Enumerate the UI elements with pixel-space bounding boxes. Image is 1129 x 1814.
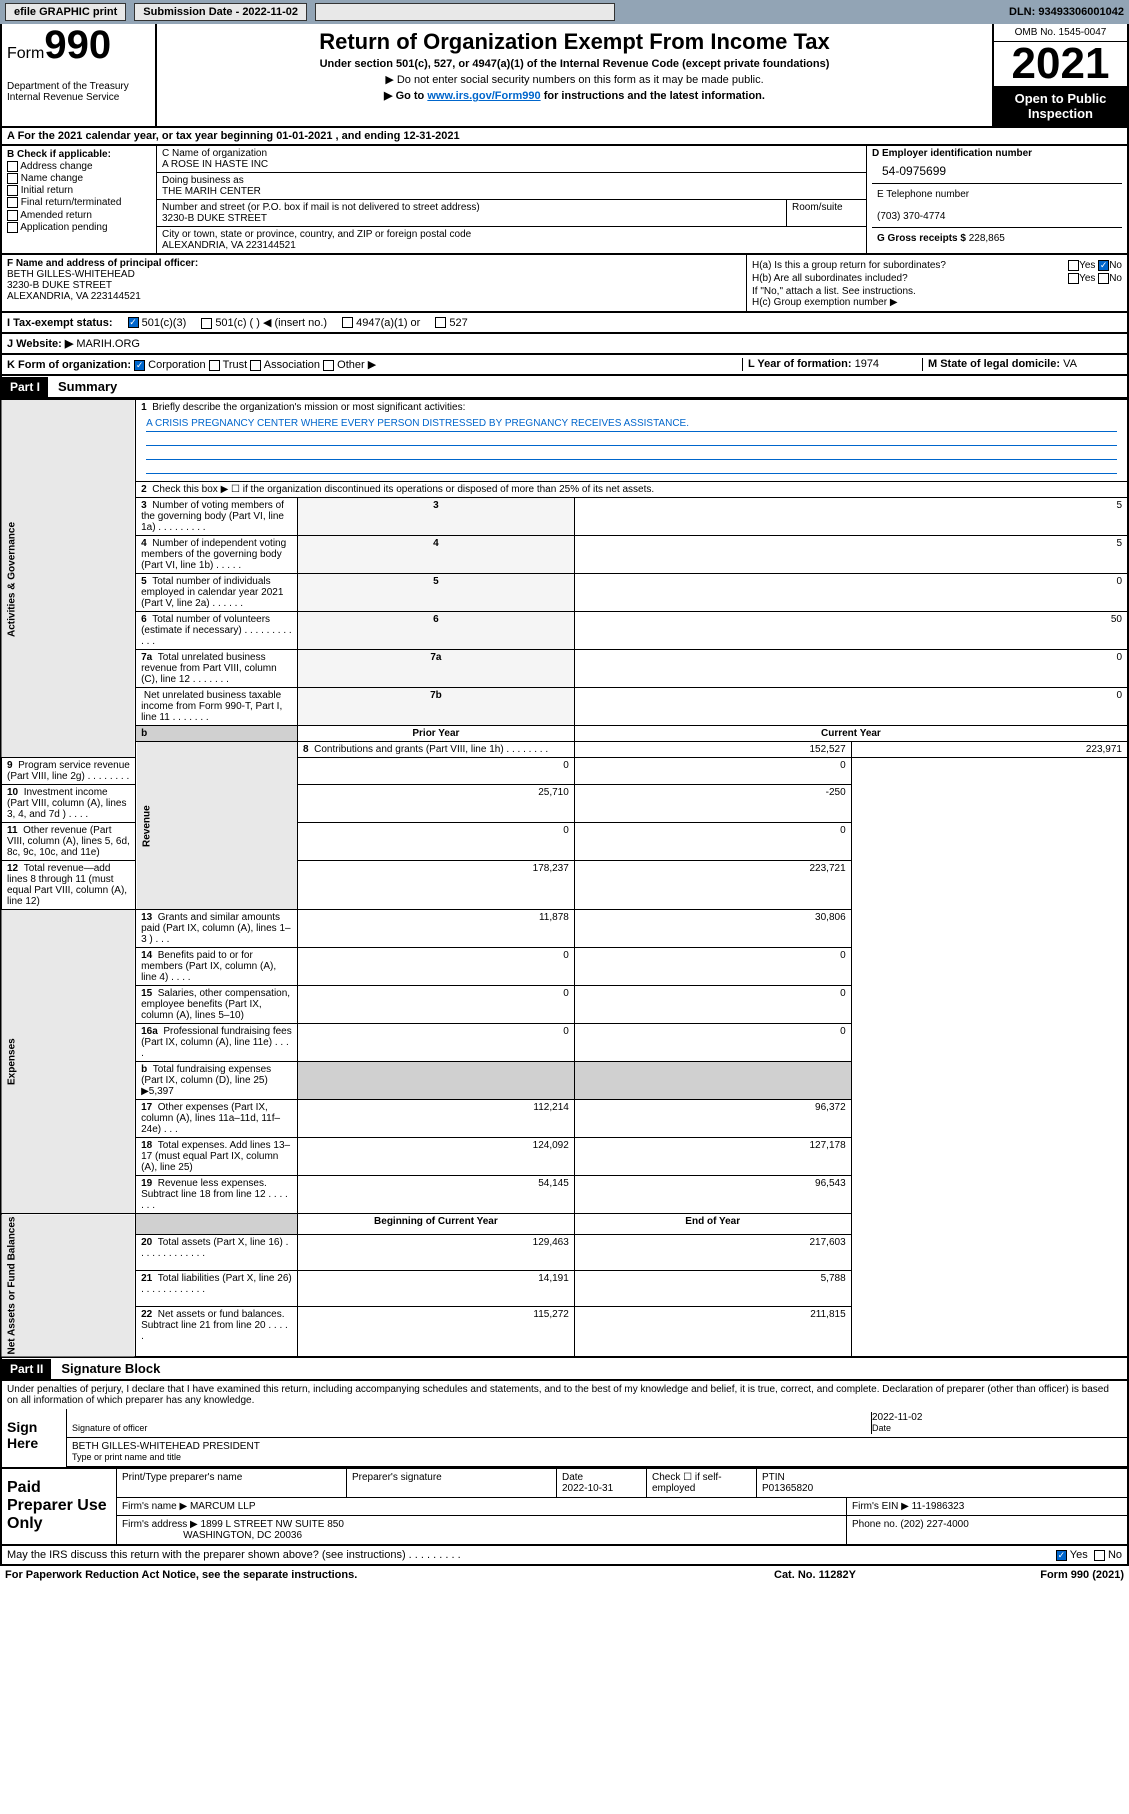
declaration: Under penalties of perjury, I declare th… (2, 1381, 1127, 1409)
col-d: D Employer identification number 54-0975… (867, 146, 1127, 253)
gov-row: 4 Number of independent voting members o… (1, 536, 1128, 574)
exp-row: 13 Grants and similar amounts paid (Part… (136, 910, 298, 948)
city: City or town, state or province, country… (157, 227, 866, 253)
cb-4947[interactable] (342, 317, 353, 328)
sub3: ▶ Go to www.irs.gov/Form990 for instruct… (167, 89, 982, 102)
form-title: Return of Organization Exempt From Incom… (167, 29, 982, 55)
gov-row: Net unrelated business taxable income fr… (1, 688, 1128, 726)
sign-here: Sign Here (2, 1409, 67, 1467)
b-header: B Check if applicable: (7, 149, 111, 160)
gov-row: 3 Number of voting members of the govern… (1, 498, 1128, 536)
street: Number and street (or P.O. box if mail i… (157, 200, 786, 226)
exp-row: 14 Benefits paid to or for members (Part… (1, 948, 1128, 986)
net-row: 21 Total liabilities (Part X, line 26) .… (1, 1271, 1128, 1307)
paid-block: Paid Preparer Use Only Print/Type prepar… (0, 1469, 1129, 1546)
row-j: J Website: ▶ MARIH.ORG (0, 334, 1129, 355)
row-k: K Form of organization: ✓ Corporation Tr… (0, 355, 1129, 376)
cb-pending[interactable]: Application pending (7, 222, 151, 233)
col-cde: C Name of organizationA ROSE IN HASTE IN… (157, 146, 1127, 253)
tax-year: 2021 (994, 42, 1127, 86)
sig-block: Under penalties of perjury, I declare th… (0, 1381, 1129, 1469)
discuss-row: May the IRS discuss this return with the… (0, 1546, 1129, 1566)
cb-name[interactable]: Name change (7, 173, 151, 184)
section-bc: B Check if applicable: Address change Na… (0, 146, 1129, 255)
sub1: Under section 501(c), 527, or 4947(a)(1)… (167, 58, 982, 70)
form-right: OMB No. 1545-0047 2021 Open to Public In… (992, 24, 1127, 126)
cb-address[interactable]: Address change (7, 161, 151, 172)
side-exp: Expenses (1, 910, 136, 1214)
exp-row: 19 Revenue less expenses. Subtract line … (1, 1176, 1128, 1214)
irs-link[interactable]: www.irs.gov/Form990 (427, 90, 540, 102)
efile-btn[interactable]: efile GRAPHIC print (5, 3, 126, 21)
gov-row: 7a Total unrelated business revenue from… (1, 650, 1128, 688)
gov-row: 5 Total number of individuals employed i… (1, 574, 1128, 612)
rev-row: 8 Contributions and grants (Part VIII, l… (297, 742, 574, 758)
top-bar: efile GRAPHIC print Submission Date - 20… (0, 0, 1129, 24)
part1-header: Part I Summary (0, 376, 1129, 399)
cb-initial[interactable]: Initial return (7, 185, 151, 196)
net-row: 20 Total assets (Part X, line 16) . . . … (1, 1235, 1128, 1271)
submission-btn[interactable]: Submission Date - 2022-11-02 (134, 3, 307, 21)
dept: Department of the Treasury Internal Reve… (7, 81, 150, 103)
row-fgh: F Name and address of principal officer:… (0, 255, 1129, 313)
phone: E Telephone number(703) 370-4774 (872, 183, 1122, 227)
org-name: C Name of organizationA ROSE IN HASTE IN… (157, 146, 866, 173)
mission-text: A CRISIS PREGNANCY CENTER WHERE EVERY PE… (146, 418, 1117, 432)
gov-row: 6 Total number of volunteers (estimate i… (1, 612, 1128, 650)
summary-table: Activities & Governance 1 Briefly descri… (0, 399, 1129, 1358)
row-a: A For the 2021 calendar year, or tax yea… (0, 128, 1129, 146)
cb-final[interactable]: Final return/terminated (7, 197, 151, 208)
exp-row: 17 Other expenses (Part IX, column (A), … (1, 1100, 1128, 1138)
cb-501c3[interactable]: ✓ (128, 317, 139, 328)
cb-discuss-yes[interactable]: ✓ (1056, 1550, 1067, 1561)
col-f: F Name and address of principal officer:… (2, 255, 747, 311)
line2: 2 Check this box ▶ ☐ if the organization… (136, 482, 1128, 498)
form-left: Form990 Department of the Treasury Inter… (2, 24, 157, 126)
side-rev: Revenue (136, 742, 298, 910)
form-number: 990 (44, 23, 111, 67)
bottom-line: For Paperwork Reduction Act Notice, see … (0, 1566, 1129, 1584)
side-gov: Activities & Governance (1, 400, 136, 758)
net-row: 22 Net assets or fund balances. Subtract… (1, 1306, 1128, 1357)
side-net: Net Assets or Fund Balances (1, 1214, 136, 1358)
ein: 54-0975699 (872, 159, 1122, 183)
cb-amended[interactable]: Amended return (7, 210, 151, 221)
cb-discuss-no[interactable] (1094, 1550, 1105, 1561)
blank-btn (315, 3, 615, 21)
gross: G Gross receipts $ 228,865 (872, 227, 1122, 249)
cb-trust[interactable] (209, 360, 220, 371)
cb-assoc[interactable] (250, 360, 261, 371)
cb-other[interactable] (323, 360, 334, 371)
open-public: Open to Public Inspection (994, 86, 1127, 126)
col-b: B Check if applicable: Address change Na… (2, 146, 157, 253)
col-h: H(a) Is this a group return for subordin… (747, 255, 1127, 311)
form-header: Form990 Department of the Treasury Inter… (0, 24, 1129, 128)
form-center: Return of Organization Exempt From Incom… (157, 24, 992, 126)
exp-row: b Total fundraising expenses (Part IX, c… (1, 1062, 1128, 1100)
cb-corp[interactable]: ✓ (134, 360, 145, 371)
part2-header: Part II Signature Block (0, 1358, 1129, 1381)
room: Room/suite (786, 200, 866, 226)
sub2: ▶ Do not enter social security numbers o… (167, 73, 982, 86)
paid-title: Paid Preparer Use Only (2, 1469, 117, 1544)
form-label: Form (7, 45, 44, 62)
dln: DLN: 93493306001042 (1009, 6, 1124, 18)
line1: 1 Briefly describe the organization's mi… (136, 400, 1128, 482)
cb-527[interactable] (435, 317, 446, 328)
dba: Doing business asTHE MARIH CENTER (157, 173, 866, 200)
exp-row: 15 Salaries, other compensation, employe… (1, 986, 1128, 1024)
row-i: I Tax-exempt status: ✓ 501(c)(3) 501(c) … (0, 313, 1129, 334)
cb-501c[interactable] (201, 318, 212, 329)
exp-row: 18 Total expenses. Add lines 13–17 (must… (1, 1138, 1128, 1176)
exp-row: 16a Professional fundraising fees (Part … (1, 1024, 1128, 1062)
